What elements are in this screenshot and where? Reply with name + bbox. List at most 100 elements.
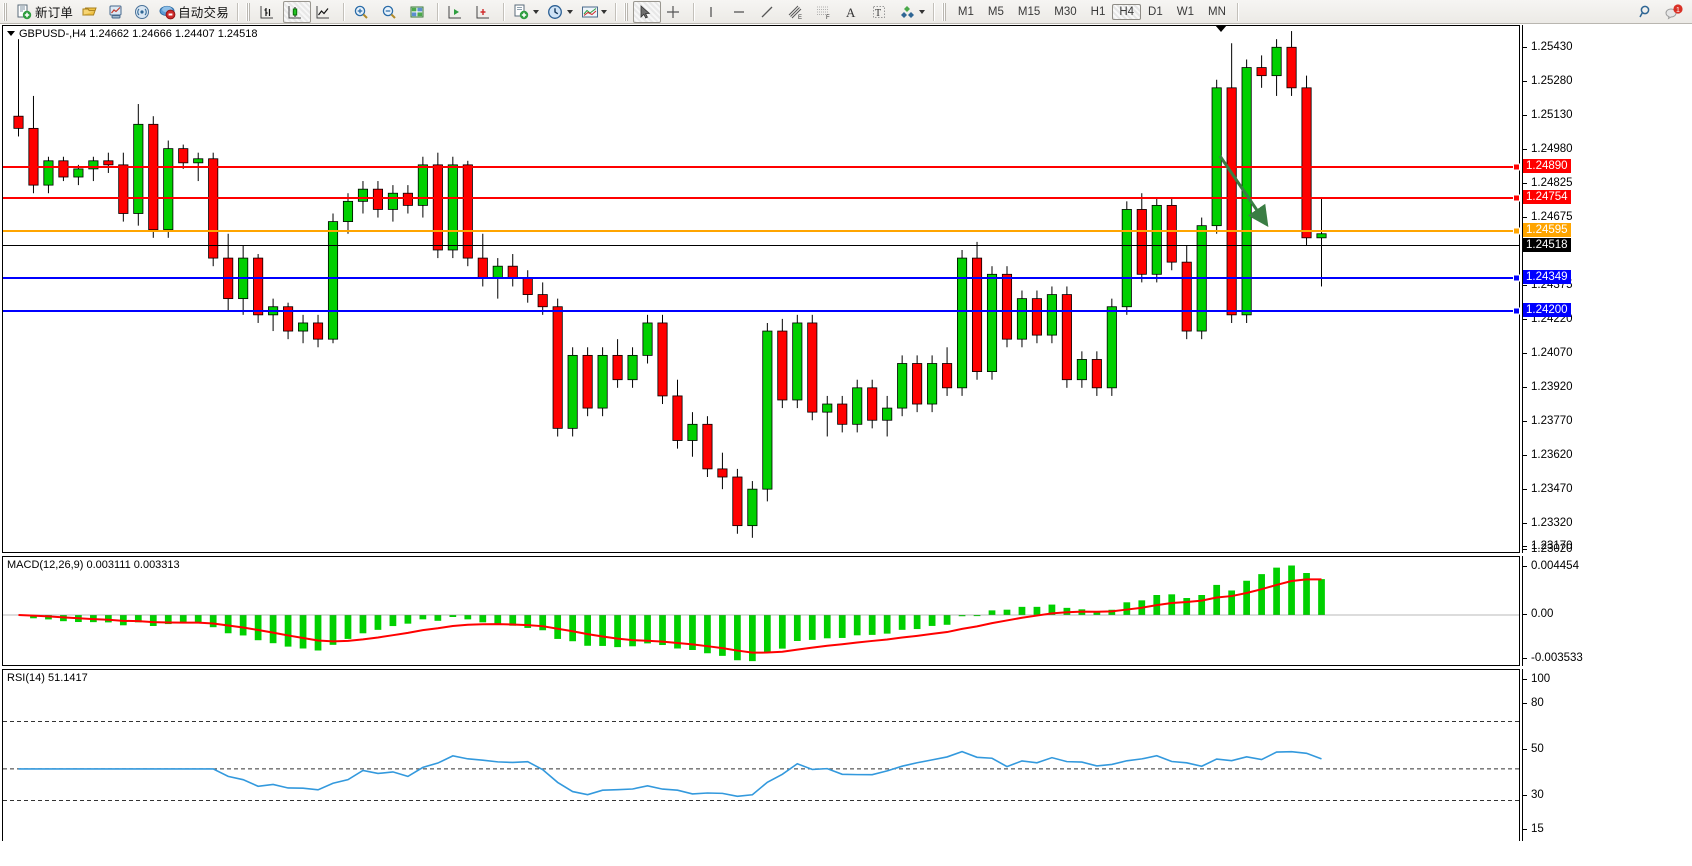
search-icon[interactable] [1638,4,1654,20]
toolbar-separator-5 [614,2,617,21]
macd-scale[interactable]: 0.004454 0.00 -0.003533 [1522,556,1692,666]
zoom-in-button[interactable] [349,1,377,23]
fibonacci-button[interactable]: F [811,1,839,23]
timeframe-mn[interactable]: MN [1208,5,1226,18]
auto-trading-button[interactable]: 自动交易 [155,1,233,23]
label-button[interactable]: T [867,1,895,23]
candle-body [642,322,653,356]
chevron-down-icon-2[interactable] [566,9,573,14]
price-tick [1522,421,1527,422]
terminal-icon[interactable] [108,4,124,20]
crosshair-button[interactable] [661,1,689,23]
toolbar-grip-2[interactable] [245,2,253,21]
notification-icon[interactable]: 1 [1664,3,1684,20]
toolbar-grip-3[interactable] [623,2,631,21]
candle-body [417,164,428,206]
cursor-button[interactable] [632,0,661,23]
vertical-line-button[interactable] [699,1,727,23]
equidistant-channel-button[interactable]: E [783,1,811,23]
indicator-add-button[interactable] [509,1,543,23]
support-line-2-handle[interactable] [1513,307,1520,315]
auto-scroll-button[interactable] [471,1,499,23]
zoom-out-button[interactable] [377,1,405,23]
toolbar-grip[interactable] [3,2,10,21]
price-tick [1522,455,1527,456]
text-button[interactable]: A [839,1,867,23]
horizontal-line-button[interactable] [727,1,755,23]
new-order-button[interactable]: 新订单 [12,1,77,23]
candle-body [1211,87,1222,227]
auto-trading-label: 自动交易 [178,6,229,20]
price-level-tag-resistance[interactable]: 1.24754 [1523,190,1571,204]
rsi-scale[interactable]: 100 80 50 30 15 [1522,669,1692,845]
rsi-tick-label: 30 [1531,789,1544,801]
period-button[interactable] [543,1,577,23]
price-tick [1522,115,1527,116]
timeframe-d1[interactable]: D1 [1148,5,1163,18]
grid-button[interactable] [405,1,433,23]
candle-body [1106,306,1117,389]
candlestick-chart-button[interactable] [282,0,311,23]
folder-icon[interactable] [82,4,98,20]
template-button[interactable] [577,1,611,23]
chevron-down-icon-3[interactable] [600,9,607,14]
resistance-line-1[interactable] [3,163,1520,171]
candle-body [597,354,608,409]
timeframe-m5[interactable]: M5 [987,5,1004,18]
timeframe-m15[interactable]: M15 [1017,5,1041,18]
candle-body [193,158,204,164]
timeframe-w1[interactable]: W1 [1176,5,1194,18]
resistance-line-1-handle[interactable] [1513,163,1520,171]
chart-menu-caret-icon[interactable] [7,31,15,36]
timeframe-h1[interactable]: H1 [1090,5,1106,18]
cursor-icon [637,4,653,20]
vertical-line-icon [703,4,719,20]
bar-chart-button[interactable] [255,1,283,23]
crosshair-icon [665,4,681,20]
macd-panel[interactable]: MACD(12,26,9) 0.003111 0.003313 [2,556,1520,666]
support-line-1-handle[interactable] [1513,274,1520,282]
template-icon [581,4,598,20]
svg-text:T: T [875,8,881,19]
line-chart-button[interactable] [311,1,339,23]
price-level-tag-pivot[interactable]: 1.24595 [1523,223,1571,237]
candle-body [1226,87,1237,316]
pivot-line-handle[interactable] [1513,227,1520,235]
support-line-2[interactable] [3,307,1520,315]
price-level-tag-current-price[interactable]: 1.24518 [1523,238,1571,252]
candle-body [852,387,863,425]
timeframe-m30[interactable]: M30 [1054,5,1077,18]
text-icon: A [843,4,859,20]
timeframe-h4[interactable]: H4 [1112,3,1142,20]
price-level-tag-support[interactable]: 1.24200 [1523,303,1571,317]
price-level-tag-support[interactable]: 1.24349 [1523,270,1571,284]
candle-body [807,322,818,413]
price-tick [1522,149,1527,150]
price-scale[interactable]: 1.25430 1.25280 1.25130 1.24980 1.24825 1.246… [1522,25,1692,555]
chevron-down-icon[interactable] [532,9,539,14]
trend-line-button[interactable] [755,1,783,23]
chart-top-marker-icon [1215,25,1227,32]
candle-body [148,123,159,231]
rsi-tick [1522,829,1527,830]
candle-body [971,257,983,372]
signal-icon[interactable] [134,4,150,20]
chevron-down-icon-4[interactable] [918,9,925,14]
toolbar-grip-4[interactable] [941,2,949,21]
rsi-panel[interactable]: RSI(14) 51.1417 [2,669,1520,845]
timeframe-m1[interactable]: M1 [957,5,974,18]
shift-chart-button[interactable] [443,1,471,23]
price-level-tag-resistance[interactable]: 1.24890 [1523,159,1571,173]
price-tick [1522,353,1527,354]
candle-body [342,200,354,223]
shift-chart-icon [447,4,463,20]
object-list-button[interactable] [895,1,929,23]
support-line-1[interactable] [3,274,1520,282]
pivot-line[interactable] [3,227,1520,235]
resistance-line-2-handle[interactable] [1513,194,1520,202]
resistance-line-2[interactable] [3,194,1520,202]
price-chart-panel[interactable]: GBPUSD-,H4 1.24662 1.24666 1.24407 1.245… [2,25,1520,553]
price-tick-label: 1.23020 [1531,543,1573,555]
object-icon [899,4,915,20]
